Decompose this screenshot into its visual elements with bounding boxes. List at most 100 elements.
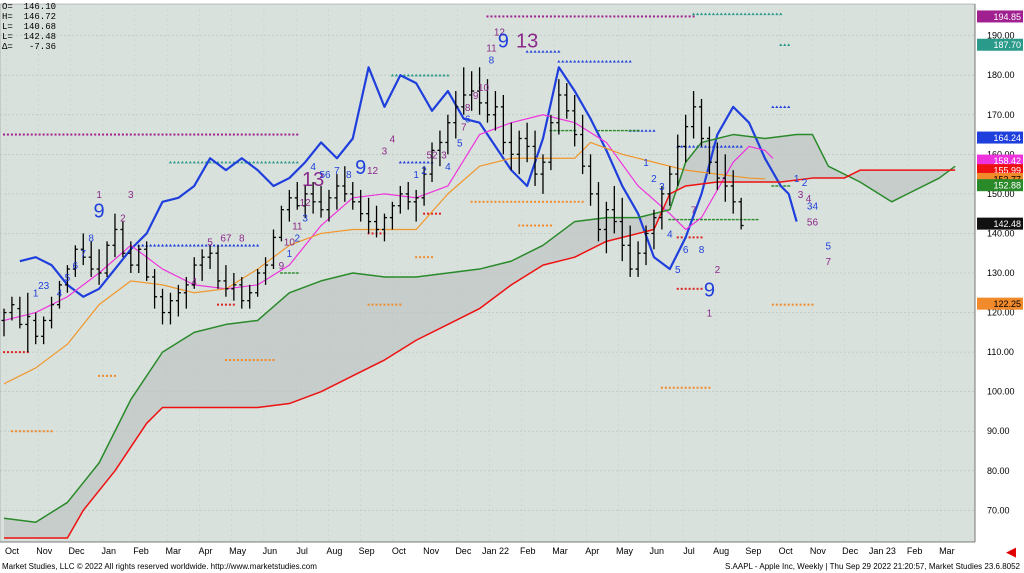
level-marker	[703, 218, 707, 221]
level-marker	[620, 129, 624, 132]
level-marker	[188, 160, 192, 164]
level-marker	[422, 160, 426, 164]
count-annotation: 1	[33, 289, 39, 300]
count-annotation: 4	[191, 277, 197, 288]
level-marker	[42, 133, 45, 136]
level-marker	[779, 12, 783, 16]
x-month-label: Aug	[713, 546, 729, 556]
x-month-label: Feb	[520, 546, 536, 556]
level-marker	[248, 359, 251, 362]
level-marker	[220, 160, 224, 164]
level-marker	[224, 359, 227, 362]
level-marker	[168, 243, 173, 247]
level-marker	[751, 218, 755, 221]
level-marker	[165, 133, 168, 136]
level-marker	[727, 218, 731, 221]
level-marker	[613, 15, 616, 18]
level-marker	[236, 359, 239, 362]
level-marker	[684, 15, 687, 18]
level-marker	[252, 160, 256, 164]
level-marker	[731, 218, 735, 221]
count-annotation: 3	[128, 190, 134, 201]
level-marker	[486, 15, 489, 18]
count-annotation: 56	[807, 218, 819, 229]
level-marker	[703, 12, 708, 16]
level-marker	[267, 160, 272, 164]
price-tag	[977, 154, 1023, 167]
level-marker	[185, 133, 188, 136]
level-marker	[272, 133, 275, 136]
level-marker	[217, 133, 220, 136]
level-marker	[279, 160, 284, 164]
level-marker	[478, 200, 481, 203]
x-month-label: Dec	[69, 546, 86, 556]
level-marker	[252, 359, 255, 362]
level-marker	[708, 386, 711, 389]
level-marker	[561, 200, 564, 203]
level-marker	[248, 243, 252, 247]
x-month-label: Jan	[102, 546, 117, 556]
level-marker	[26, 430, 29, 433]
level-marker	[133, 133, 136, 136]
level-marker	[561, 15, 564, 18]
level-marker	[676, 386, 679, 389]
price-tag-label: 152.88	[993, 181, 1021, 191]
level-marker	[272, 359, 275, 362]
x-month-label: Nov	[36, 546, 53, 556]
level-marker	[699, 12, 704, 16]
scroll-left-arrow-icon[interactable]: ◀	[1006, 544, 1016, 559]
level-marker	[14, 430, 17, 433]
count-annotation: 34	[807, 202, 819, 213]
level-marker	[735, 218, 739, 221]
level-marker	[6, 351, 9, 354]
level-marker	[184, 243, 188, 247]
x-month-label: Mar	[165, 546, 181, 556]
count-annotation: 8	[699, 245, 705, 256]
level-marker	[196, 160, 200, 164]
level-marker	[264, 133, 267, 136]
level-marker	[692, 218, 696, 221]
level-marker	[617, 15, 620, 18]
level-marker	[553, 50, 557, 53]
level-marker	[90, 133, 93, 136]
level-marker	[58, 133, 61, 136]
level-marker	[668, 15, 671, 18]
level-marker	[427, 256, 430, 259]
y-tick-label: 180.00	[987, 70, 1015, 80]
level-marker	[644, 129, 648, 132]
level-marker	[3, 133, 5, 136]
level-marker	[169, 133, 172, 136]
x-month-label: May	[616, 546, 634, 556]
level-marker	[541, 15, 544, 18]
level-marker	[406, 160, 410, 164]
price-tag-label: 187.70	[993, 40, 1021, 50]
price-tag-label: 155.99	[993, 166, 1021, 176]
level-marker	[621, 15, 624, 18]
level-marker	[498, 15, 501, 18]
level-marker	[50, 430, 53, 433]
level-marker	[700, 218, 704, 221]
level-marker	[538, 200, 541, 203]
level-marker	[66, 133, 69, 136]
level-marker	[596, 129, 600, 132]
level-marker	[561, 129, 565, 132]
level-marker	[446, 73, 450, 77]
level-marker	[514, 15, 517, 18]
level-marker	[268, 359, 271, 362]
level-marker	[102, 374, 105, 377]
level-marker	[438, 212, 441, 215]
x-month-label: Jun	[649, 546, 664, 556]
level-marker	[208, 243, 212, 247]
level-marker	[387, 303, 390, 306]
level-marker	[676, 218, 680, 221]
level-marker	[98, 374, 101, 377]
count-annotation: 4	[310, 162, 316, 173]
y-tick-label: 90.00	[987, 426, 1010, 436]
level-marker	[192, 243, 196, 247]
level-marker	[379, 303, 382, 306]
level-marker	[652, 15, 655, 18]
level-marker	[149, 243, 153, 247]
level-marker	[102, 133, 105, 136]
level-marker	[600, 59, 605, 63]
level-marker	[502, 15, 505, 18]
